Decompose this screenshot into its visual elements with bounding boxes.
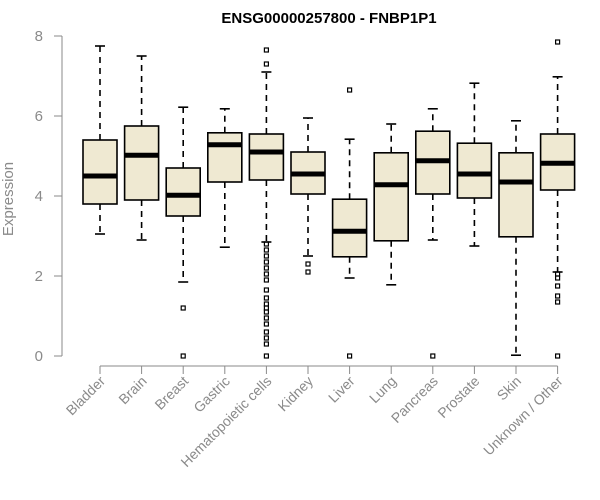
y-tick-label: 8 [35, 28, 43, 45]
y-axis-label: Expression [0, 162, 17, 236]
box-hematopoietic-cells [248, 47, 285, 359]
iqr-box [498, 152, 534, 238]
iqr-box [331, 198, 368, 258]
outlier-point [263, 341, 269, 347]
outlier-point [347, 353, 353, 359]
chart-title: ENSG00000257800 - FNBP1P1 [221, 10, 436, 27]
outlier-point [263, 309, 269, 315]
outlier-point [263, 329, 269, 335]
box-liver [331, 87, 368, 359]
outlier-point [263, 295, 269, 301]
outlier-point [554, 283, 561, 289]
outlier-point [305, 261, 311, 267]
outlier-point [263, 287, 269, 293]
outlier-point [347, 87, 353, 93]
iqr-box [123, 125, 160, 201]
box-pancreas [414, 108, 451, 359]
outlier-point [554, 275, 561, 281]
y-tick-label: 2 [35, 268, 43, 285]
x-tick-label: Lung [366, 373, 399, 406]
box-brain [123, 55, 160, 241]
outlier-point [263, 301, 269, 307]
outlier-point [554, 293, 561, 299]
box-skin [498, 120, 534, 357]
outlier-point [263, 253, 269, 259]
x-tick-label: Unknown / Other [480, 373, 566, 459]
outlier-point [554, 39, 561, 45]
box-bladder [82, 45, 118, 235]
outlier-point [180, 353, 186, 359]
iqr-box [207, 132, 243, 183]
outlier-point [554, 353, 561, 359]
outlier-point [263, 321, 269, 327]
iqr-box [373, 152, 410, 242]
outlier-point [263, 47, 269, 53]
x-tick-label: Prostate [434, 373, 482, 421]
outlier-point [263, 259, 269, 265]
outlier-point [263, 353, 269, 359]
outlier-point [263, 271, 269, 277]
outlier-point [263, 241, 269, 247]
boxes-group [82, 39, 576, 359]
outlier-point [305, 269, 311, 275]
box-kidney [290, 117, 326, 275]
x-tick-label: Brain [115, 373, 149, 407]
outlier-point [430, 353, 436, 359]
y-axis: 0 2 4 6 8 [35, 28, 63, 365]
iqr-box [165, 167, 201, 217]
x-tick-label: Kidney [275, 373, 317, 415]
outlier-point [263, 265, 269, 271]
y-tick-label: 0 [35, 348, 43, 365]
outlier-point [554, 299, 561, 305]
iqr-box [248, 133, 285, 181]
y-tick-label: 4 [35, 188, 43, 205]
x-tick-label: Bladder [63, 373, 109, 419]
iqr-box [456, 142, 493, 199]
outlier-point [180, 305, 186, 311]
outlier-point [263, 305, 269, 311]
outlier-point [263, 315, 269, 321]
outlier-point [263, 335, 269, 341]
outlier-point [263, 61, 269, 67]
outlier-point [263, 277, 269, 283]
box-breast [165, 106, 201, 359]
y-tick-label: 6 [35, 108, 43, 125]
iqr-box [82, 139, 118, 205]
box-gastric [207, 108, 243, 248]
x-tick-label: Skin [494, 373, 525, 404]
box-prostate [456, 82, 493, 247]
x-tick-label: Liver [325, 373, 358, 406]
box-unknown-other [539, 39, 576, 359]
x-tick-label: Breast [151, 373, 191, 413]
outlier-point [263, 247, 269, 253]
box-lung [373, 123, 410, 286]
